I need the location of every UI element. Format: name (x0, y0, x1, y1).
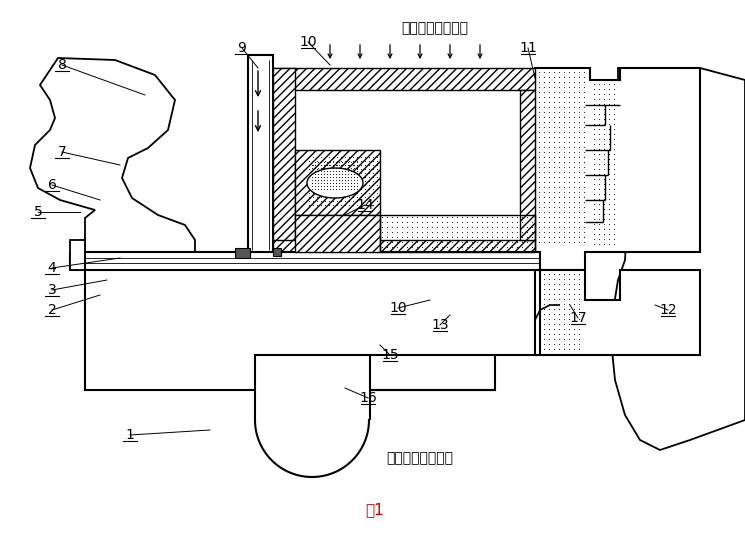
Text: 16: 16 (359, 391, 377, 405)
Polygon shape (273, 68, 535, 90)
Text: 内氦侧（高压区）: 内氦侧（高压区） (402, 21, 469, 35)
Polygon shape (610, 68, 745, 450)
Text: 6: 6 (48, 178, 57, 192)
Text: 14: 14 (356, 198, 374, 212)
Text: 5: 5 (34, 205, 42, 219)
Text: 7: 7 (57, 145, 66, 159)
Polygon shape (273, 240, 535, 252)
Text: 机外侧（低压区）: 机外侧（低压区） (387, 451, 454, 465)
Polygon shape (535, 270, 700, 355)
Polygon shape (273, 68, 295, 252)
Text: 图1: 图1 (366, 503, 384, 517)
Text: 11: 11 (519, 41, 537, 55)
Text: 15: 15 (381, 348, 399, 362)
Polygon shape (273, 248, 281, 256)
Polygon shape (248, 55, 273, 255)
Polygon shape (295, 90, 520, 240)
Polygon shape (295, 150, 380, 215)
Text: 4: 4 (48, 261, 57, 275)
Text: 17: 17 (569, 311, 587, 325)
Polygon shape (70, 240, 85, 270)
Text: 3: 3 (48, 283, 57, 297)
Polygon shape (235, 248, 250, 258)
Text: 12: 12 (659, 303, 676, 317)
Polygon shape (85, 252, 540, 270)
Text: 1: 1 (126, 428, 134, 442)
Polygon shape (307, 168, 363, 198)
Polygon shape (520, 90, 535, 240)
Polygon shape (295, 215, 380, 252)
Text: 10: 10 (299, 35, 317, 49)
Text: 8: 8 (57, 58, 66, 72)
Text: 9: 9 (238, 41, 247, 55)
Text: 10: 10 (389, 301, 407, 315)
Text: 13: 13 (431, 318, 448, 332)
Text: 2: 2 (48, 303, 57, 317)
Polygon shape (535, 68, 700, 270)
Polygon shape (30, 58, 195, 252)
